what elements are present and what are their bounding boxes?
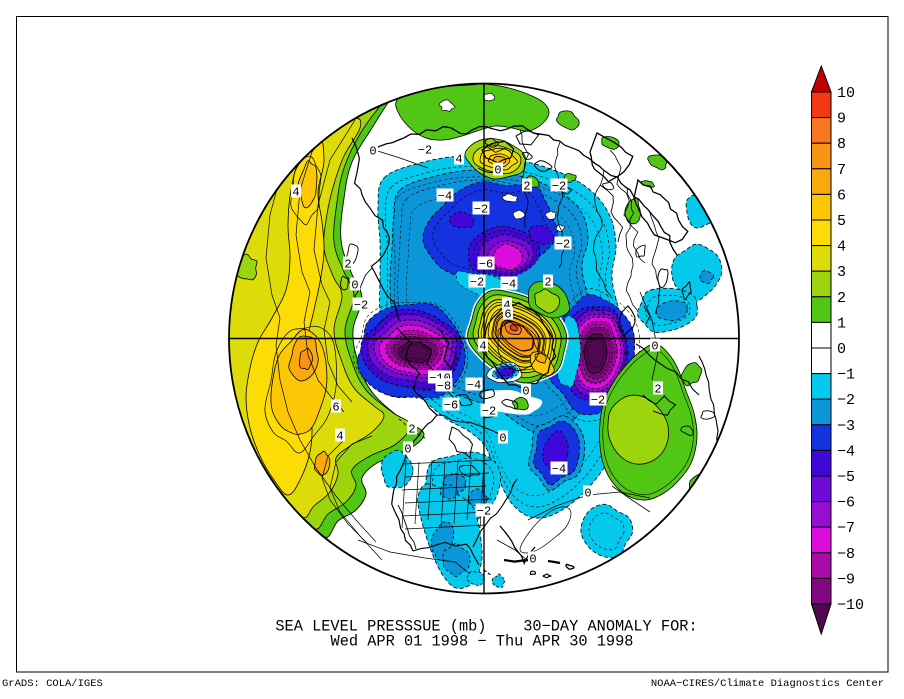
svg-text:1: 1 (837, 315, 846, 332)
svg-text:−2: −2 (354, 299, 368, 313)
svg-text:−2: −2 (477, 505, 491, 519)
svg-text:2: 2 (523, 180, 530, 194)
svg-text:4: 4 (455, 153, 462, 167)
svg-text:−2: −2 (556, 238, 570, 252)
svg-text:−9: −9 (837, 571, 855, 588)
svg-text:−6: −6 (837, 495, 855, 512)
svg-text:0: 0 (837, 341, 846, 358)
svg-text:2: 2 (654, 383, 661, 397)
svg-text:−4: −4 (502, 278, 516, 292)
svg-text:−2: −2 (591, 394, 605, 408)
svg-text:4: 4 (837, 239, 846, 256)
svg-text:8: 8 (837, 136, 846, 153)
svg-text:−2: −2 (482, 405, 496, 419)
svg-text:4: 4 (336, 430, 343, 444)
svg-text:−2: −2 (470, 276, 484, 290)
svg-text:6: 6 (332, 401, 339, 415)
svg-text:0: 0 (499, 432, 506, 446)
svg-text:0: 0 (404, 443, 411, 457)
svg-text:0: 0 (584, 487, 591, 501)
svg-text:3: 3 (837, 264, 846, 281)
svg-text:−6: −6 (444, 399, 458, 413)
svg-text:0: 0 (651, 340, 658, 354)
svg-text:0: 0 (522, 385, 529, 399)
svg-text:−7: −7 (837, 520, 855, 537)
svg-text:−4: −4 (837, 443, 855, 460)
svg-text:4: 4 (479, 340, 486, 354)
svg-text:5: 5 (837, 213, 846, 230)
svg-text:−2: −2 (418, 144, 432, 158)
svg-text:−10: −10 (837, 597, 864, 614)
svg-text:2: 2 (544, 276, 551, 290)
svg-text:0: 0 (529, 553, 536, 567)
svg-text:0: 0 (351, 279, 358, 293)
svg-text:6: 6 (504, 308, 511, 322)
svg-text:2: 2 (408, 423, 415, 437)
svg-text:−4: −4 (467, 379, 481, 393)
svg-text:NOAA−CIRES/Climate Diagnostics: NOAA−CIRES/Climate Diagnostics Center (651, 678, 884, 690)
svg-text:4: 4 (503, 299, 510, 313)
svg-text:−4: −4 (438, 190, 452, 204)
svg-text:−2: −2 (837, 392, 855, 409)
svg-text:−5: −5 (837, 469, 855, 486)
svg-text:SEA LEVEL PRESSSUE (mb) 30−: SEA LEVEL PRESSSUE (mb) 30−DAY ANOMALY F… (275, 618, 697, 636)
svg-text:−1: −1 (837, 367, 855, 384)
svg-text:−3: −3 (837, 418, 855, 435)
svg-text:Wed APR 01 1998 − Thu APR 30 1: Wed APR 01 1998 − Thu APR 30 1998 (331, 633, 634, 651)
svg-text:−8: −8 (437, 380, 451, 394)
svg-text:−2: −2 (474, 203, 488, 217)
svg-text:GrADS: COLA/IGES: GrADS: COLA/IGES (2, 678, 103, 690)
svg-text:2: 2 (837, 290, 846, 307)
svg-text:4: 4 (292, 186, 299, 200)
svg-text:6: 6 (837, 187, 846, 204)
svg-text:0: 0 (369, 145, 376, 159)
svg-text:−8: −8 (837, 546, 855, 563)
svg-text:9: 9 (837, 111, 846, 128)
svg-text:2: 2 (344, 258, 351, 272)
svg-text:0: 0 (494, 164, 501, 178)
svg-text:−2: −2 (552, 180, 566, 194)
svg-text:10: 10 (837, 85, 855, 102)
svg-text:−4: −4 (552, 463, 566, 477)
svg-text:−6: −6 (479, 258, 493, 272)
svg-text:7: 7 (837, 162, 846, 179)
